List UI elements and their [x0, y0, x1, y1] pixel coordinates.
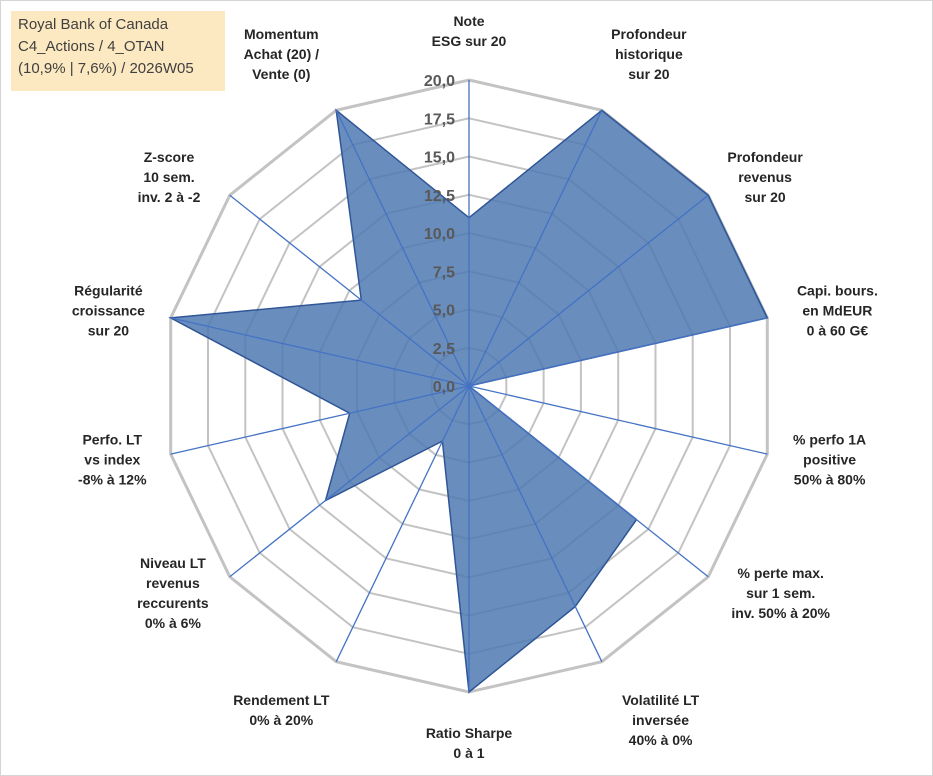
- axis-label-line: -8% à 12%: [78, 471, 147, 487]
- axis-label: Note ESG sur 20: [432, 13, 507, 49]
- axis-label-line: % perfo 1A: [793, 431, 866, 447]
- axis-label-line: Perfo. LT: [82, 431, 142, 447]
- axis-spoke: [468, 110, 603, 387]
- axis-label: Profondeur historique sur 20: [611, 26, 687, 82]
- performance-week: (10,9% | 7,6%) / 2026W05: [18, 60, 194, 77]
- axis-spoke: [468, 385, 768, 455]
- axis-label-line: inversée: [632, 712, 689, 728]
- axis-label: Rendement LT 0% à 20%: [233, 692, 330, 728]
- axis-label-line: 50% à 80%: [794, 471, 866, 487]
- axis-label-line: Achat (20) /: [244, 46, 320, 62]
- tick-label: 15,0: [424, 150, 455, 167]
- axis-spoke: [468, 385, 603, 662]
- axis-label-line: Momentum: [244, 26, 319, 42]
- axis-label-line: Volatilité LT: [622, 692, 700, 708]
- axis-spoke: [335, 385, 470, 662]
- axis-label-line: croissance: [72, 303, 145, 319]
- tick-label: 12,5: [424, 188, 455, 205]
- axis-label-line: Capi. bours.: [797, 283, 878, 299]
- axis-label: % perfo 1A positive 50% à 80%: [793, 431, 866, 487]
- axis-spoke: [468, 317, 768, 387]
- axis-label-line: sur 20: [88, 323, 129, 339]
- axis-label-line: 0% à 20%: [249, 712, 313, 728]
- axis-label: Régularité croissance sur 20: [72, 283, 145, 339]
- axis-label-line: revenus: [738, 169, 792, 185]
- axis-spoke: [170, 385, 470, 455]
- company-name: Royal Bank of Canada: [18, 16, 169, 33]
- axis-spoke: [229, 194, 470, 387]
- axis-label-line: inv. 2 à -2: [138, 189, 201, 205]
- axis-label-line: inv. 50% à 20%: [731, 605, 830, 621]
- axis-label-line: Profondeur: [611, 26, 687, 42]
- axis-spoke: [229, 385, 470, 578]
- axis-spoke: [170, 317, 470, 387]
- axis-label-line: Profondeur: [727, 149, 803, 165]
- radial-tick-labels: 0,0 2,5 5,0 7,5 10,0 12,5 15,0 17,5 20,0: [424, 73, 455, 396]
- radar-spokes: [170, 80, 768, 692]
- axis-label-line: historique: [615, 46, 683, 62]
- axis-label: Ratio Sharpe 0 à 1: [426, 725, 513, 761]
- axis-label-line: Régularité: [74, 283, 143, 299]
- axis-label-line: revenus: [146, 575, 200, 591]
- axis-label-line: sur 20: [628, 66, 669, 82]
- axis-label-line: sur 1 sem.: [746, 585, 815, 601]
- axis-label-line: 0% à 6%: [145, 615, 202, 631]
- axis-label: Momentum Achat (20) / Vente (0): [244, 26, 320, 82]
- axis-label-line: vs index: [84, 451, 140, 467]
- tick-label: 17,5: [424, 111, 455, 128]
- tick-label: 0,0: [433, 379, 455, 396]
- axis-label-line: reccurents: [137, 595, 209, 611]
- axis-label-line: ESG sur 20: [432, 33, 507, 49]
- axis-label: Capi. bours. en MdEUR 0 à 60 G€: [797, 283, 878, 339]
- axis-label-line: Rendement LT: [233, 692, 330, 708]
- axis-label-line: en MdEUR: [802, 303, 872, 319]
- axis-label-line: 40% à 0%: [629, 732, 693, 748]
- axis-label-line: Ratio Sharpe: [426, 725, 513, 741]
- axis-label-line: Note: [453, 13, 484, 29]
- tick-label: 20,0: [424, 73, 455, 90]
- axis-spoke: [335, 110, 470, 387]
- axis-labels: Note ESG sur 20 Profondeur historique sur 20…: [72, 13, 878, 761]
- axis-label: Volatilité LT inversée 40% à 0%: [622, 692, 700, 748]
- axis-label-line: Z-score: [144, 149, 195, 165]
- axis-label-line: Vente (0): [252, 66, 310, 82]
- axis-label: Z-score 10 sem. inv. 2 à -2: [138, 149, 201, 205]
- axis-label-line: positive: [803, 451, 856, 467]
- axis-label: Niveau LT revenus reccurents 0% à 6%: [137, 555, 209, 631]
- axis-label-line: 0 à 60 G€: [807, 323, 869, 339]
- axis-label: Perfo. LT vs index -8% à 12%: [78, 431, 147, 487]
- info-box: Royal Bank of Canada C4_Actions / 4_OTAN…: [11, 11, 225, 91]
- axis-label-line: Niveau LT: [140, 555, 206, 571]
- tick-label: 2,5: [433, 341, 455, 358]
- tick-label: 7,5: [433, 264, 455, 281]
- axis-label-line: sur 20: [744, 189, 785, 205]
- portfolio-name: C4_Actions / 4_OTAN: [18, 38, 165, 55]
- axis-label: Profondeur revenus sur 20: [727, 149, 803, 205]
- axis-spoke: [468, 194, 709, 387]
- axis-label: % perte max. sur 1 sem. inv. 50% à 20%: [731, 565, 830, 621]
- axis-label-line: 0 à 1: [453, 745, 484, 761]
- axis-label-line: 10 sem.: [143, 169, 194, 185]
- tick-label: 5,0: [433, 303, 455, 320]
- axis-spoke: [468, 385, 709, 578]
- tick-label: 10,0: [424, 226, 455, 243]
- axis-label-line: % perte max.: [738, 565, 824, 581]
